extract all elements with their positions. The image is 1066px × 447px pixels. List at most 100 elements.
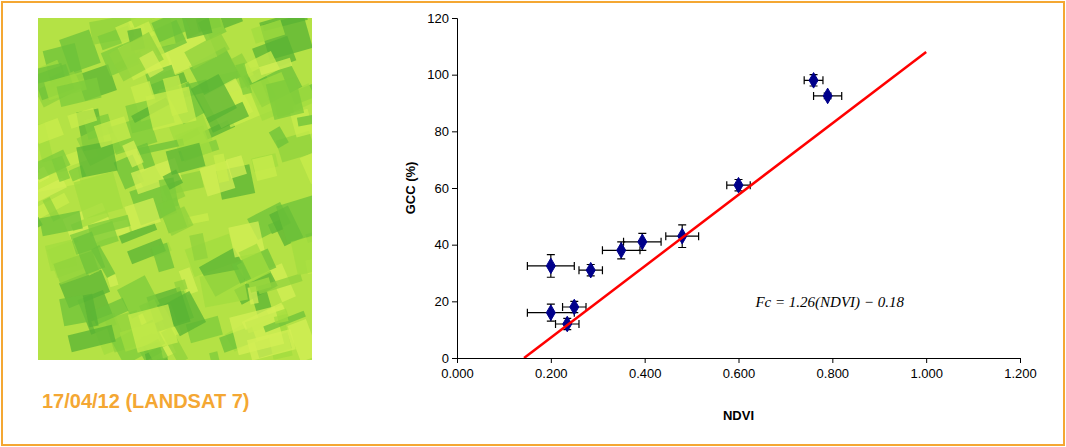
y-tick: 100 [427, 67, 457, 82]
regression-line [524, 52, 926, 358]
y-tick-label: 80 [435, 124, 449, 139]
image-patch [163, 169, 183, 189]
y-tick: 20 [435, 294, 457, 309]
image-patch [252, 155, 277, 181]
image-patch [274, 314, 289, 324]
data-point [638, 234, 647, 250]
y-tick-mark [452, 131, 457, 132]
y-axis-title: GCC (%) [403, 162, 418, 215]
y-tick-mark [452, 358, 457, 359]
data-point [586, 262, 595, 278]
error-bars [527, 75, 841, 330]
data-point [809, 73, 818, 89]
image-patch [174, 279, 188, 292]
image-patch [57, 77, 102, 106]
x-tick-mark [645, 358, 646, 363]
image-patch [276, 195, 312, 243]
image-patch [128, 304, 178, 353]
image-patch [251, 20, 285, 44]
y-tick-label: 120 [427, 11, 449, 26]
image-patch [139, 50, 164, 77]
x-tick: 1.000 [910, 358, 943, 381]
image-patch [300, 148, 312, 184]
image-patch [163, 75, 188, 116]
image-patch [257, 273, 302, 294]
x-tick-label: 0.800 [817, 366, 850, 381]
x-tick: 0.400 [629, 358, 662, 381]
y-tick: 0 [442, 351, 457, 366]
x-tick-label: 1.200 [1004, 366, 1037, 381]
image-patch [213, 153, 229, 182]
y-tick-label: 40 [435, 237, 449, 252]
x-tick-mark [926, 358, 927, 363]
image-patch [239, 244, 271, 282]
image-patch [259, 58, 292, 75]
image-patch [59, 295, 87, 327]
image-ground [38, 18, 312, 360]
image-patch [74, 172, 124, 220]
image-patch [263, 311, 306, 333]
x-tick-mark [832, 358, 833, 363]
x-tick-mark [739, 358, 740, 363]
y-error-bar [547, 255, 555, 278]
y-axis: 0 20 40 60 80 100 120 [427, 11, 457, 366]
y-tick: 80 [435, 124, 457, 139]
x-tick-label: 0.400 [629, 366, 662, 381]
image-patch [214, 18, 243, 28]
x-tick: 0.600 [723, 358, 756, 381]
image-patch [229, 306, 284, 355]
x-axis-title: NDVI [723, 408, 754, 423]
image-patch [312, 190, 313, 216]
equation: Fc = 1.26(NDVI) − 0.18 [754, 294, 904, 311]
y-tick: 60 [435, 181, 457, 196]
image-patch [94, 116, 131, 147]
image-patch [67, 108, 97, 129]
x-axis: 0.000 0.200 0.400 0.600 0.800 1.000 1.200 [441, 358, 1037, 381]
y-tick: 120 [427, 11, 457, 26]
image-patch [68, 325, 116, 352]
frame [2, 2, 1064, 445]
image-caption: 17/04/12 (LANDSAT 7) [42, 390, 249, 412]
y-tick-label: 60 [435, 181, 449, 196]
x-tick-mark [1020, 358, 1021, 363]
points [546, 73, 832, 332]
image-patch [166, 143, 206, 175]
image-patch [38, 118, 64, 144]
y-axis-line [452, 19, 458, 359]
image-patch [38, 178, 67, 204]
image-patch [108, 32, 163, 82]
y-tick-mark [452, 18, 457, 19]
image-patch [162, 206, 193, 236]
x-axis-line [458, 359, 1021, 364]
y-tick-label: 20 [435, 294, 449, 309]
image-patch [269, 126, 289, 148]
data-point [617, 243, 626, 259]
figure: 17/04/12 (LANDSAT 7) 0.000 0.200 0.400 0.600… [0, 0, 1066, 447]
data-point [734, 177, 743, 193]
image-patch [128, 18, 171, 28]
y-tick-label: 0 [442, 351, 449, 366]
image-patch [235, 63, 252, 95]
image-patch [209, 351, 221, 360]
x-tick: 0.800 [817, 358, 850, 381]
x-tick-label: 0.600 [723, 366, 756, 381]
x-tick-label: 0.200 [535, 366, 568, 381]
image-patch [39, 211, 82, 236]
x-tick-mark [551, 358, 552, 363]
image-patch [189, 233, 208, 261]
y-tick-mark [452, 188, 457, 189]
x-tick-label: 0.000 [441, 366, 474, 381]
y-tick-mark [452, 245, 457, 246]
data-point [570, 299, 579, 315]
data-point [823, 88, 832, 104]
image-patch [88, 215, 131, 237]
image-patch [266, 77, 304, 120]
y-tick: 40 [435, 237, 457, 252]
data-point [546, 258, 555, 274]
image-patch [122, 140, 143, 167]
satellite-image [38, 18, 312, 360]
image-patch [73, 232, 106, 275]
image-patch [151, 243, 174, 273]
image-patch [191, 74, 237, 123]
image-patch [297, 111, 312, 126]
